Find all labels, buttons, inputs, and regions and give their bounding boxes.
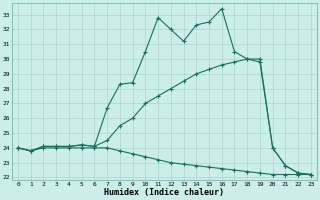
X-axis label: Humidex (Indice chaleur): Humidex (Indice chaleur): [104, 188, 224, 197]
